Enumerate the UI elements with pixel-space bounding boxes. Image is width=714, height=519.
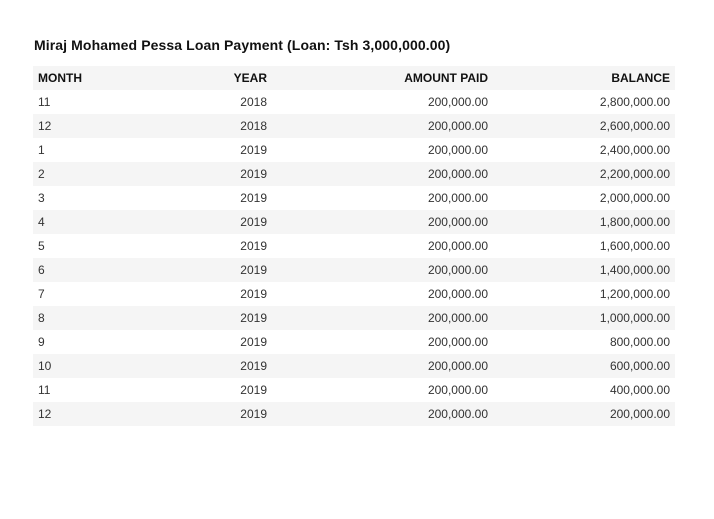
table-body: 11 2018 200,000.00 2,800,000.00 12 2018 200,00…	[33, 90, 675, 426]
cell-month: 8	[38, 311, 45, 325]
table-row: 4 2019 200,000.00 1,800,000.00	[33, 210, 675, 234]
cell-amount-paid: 200,000.00	[427, 143, 488, 157]
cell-year: 2019	[240, 167, 267, 181]
cell-amount-paid: 200,000.00	[427, 167, 488, 181]
cell-year: 2019	[240, 143, 267, 157]
cell-month: 11	[38, 383, 51, 397]
table-row: 12 2018 200,000.00 2,600,000.00	[33, 114, 675, 138]
cell-year: 2019	[240, 191, 267, 205]
table-row: 8 2019 200,000.00 1,000,000.00	[33, 306, 675, 330]
cell-amount-paid: 200,000.00	[427, 119, 488, 133]
cell-balance: 2,000,000.00	[599, 191, 670, 205]
cell-balance: 2,800,000.00	[599, 95, 670, 109]
cell-year: 2019	[240, 359, 267, 373]
cell-balance: 2,200,000.00	[599, 167, 670, 181]
table-row: 7 2019 200,000.00 1,200,000.00	[33, 282, 675, 306]
cell-year: 2018	[240, 95, 267, 109]
cell-month: 10	[38, 359, 52, 373]
cell-month: 6	[38, 263, 45, 277]
cell-balance: 2,400,000.00	[599, 143, 670, 157]
cell-amount-paid: 200,000.00	[427, 335, 488, 349]
cell-year: 2018	[240, 119, 267, 133]
table-row: 11 2019 200,000.00 400,000.00	[33, 378, 675, 402]
cell-amount-paid: 200,000.00	[427, 311, 488, 325]
cell-balance: 600,000.00	[609, 359, 670, 373]
cell-amount-paid: 200,000.00	[427, 359, 488, 373]
cell-amount-paid: 200,000.00	[427, 215, 488, 229]
cell-year: 2019	[240, 287, 267, 301]
table-row: 5 2019 200,000.00 1,600,000.00	[33, 234, 675, 258]
cell-year: 2019	[240, 215, 267, 229]
cell-amount-paid: 200,000.00	[427, 239, 488, 253]
cell-month: 9	[38, 335, 45, 349]
table-row: 9 2019 200,000.00 800,000.00	[33, 330, 675, 354]
column-header-balance: BALANCE	[611, 71, 670, 85]
table-row: 3 2019 200,000.00 2,000,000.00	[33, 186, 675, 210]
cell-balance: 400,000.00	[609, 383, 670, 397]
cell-amount-paid: 200,000.00	[427, 407, 488, 421]
cell-month: 4	[38, 215, 45, 229]
page-title: Miraj Mohamed Pessa Loan Payment (Loan: …	[34, 37, 451, 53]
cell-amount-paid: 200,000.00	[427, 263, 488, 277]
cell-month: 11	[38, 95, 51, 109]
cell-year: 2019	[240, 335, 267, 349]
loan-payment-table: MONTH YEAR AMOUNT PAID BALANCE 11 2018 200…	[33, 66, 675, 426]
cell-balance: 1,600,000.00	[599, 239, 670, 253]
table-row: 1 2019 200,000.00 2,400,000.00	[33, 138, 675, 162]
cell-amount-paid: 200,000.00	[427, 383, 488, 397]
cell-month: 5	[38, 239, 45, 253]
table-row: 10 2019 200,000.00 600,000.00	[33, 354, 675, 378]
cell-month: 12	[38, 407, 52, 421]
cell-month: 3	[38, 191, 45, 205]
table-row: 2 2019 200,000.00 2,200,000.00	[33, 162, 675, 186]
cell-balance: 1,400,000.00	[599, 263, 670, 277]
cell-balance: 1,200,000.00	[599, 287, 670, 301]
cell-year: 2019	[240, 383, 267, 397]
cell-year: 2019	[240, 263, 267, 277]
cell-balance: 1,000,000.00	[599, 311, 670, 325]
cell-amount-paid: 200,000.00	[427, 287, 488, 301]
cell-month: 7	[38, 287, 45, 301]
cell-amount-paid: 200,000.00	[427, 95, 488, 109]
cell-month: 12	[38, 119, 52, 133]
table-row: 12 2019 200,000.00 200,000.00	[33, 402, 675, 426]
table-header-row: MONTH YEAR AMOUNT PAID BALANCE	[33, 66, 675, 90]
table-row: 11 2018 200,000.00 2,800,000.00	[33, 90, 675, 114]
cell-amount-paid: 200,000.00	[427, 191, 488, 205]
cell-balance: 200,000.00	[609, 407, 670, 421]
table-row: 6 2019 200,000.00 1,400,000.00	[33, 258, 675, 282]
cell-month: 2	[38, 167, 45, 181]
cell-year: 2019	[240, 311, 267, 325]
cell-balance: 1,800,000.00	[599, 215, 670, 229]
cell-year: 2019	[240, 407, 267, 421]
cell-balance: 800,000.00	[609, 335, 670, 349]
cell-month: 1	[38, 143, 45, 157]
column-header-month: MONTH	[38, 71, 82, 85]
cell-balance: 2,600,000.00	[599, 119, 670, 133]
column-header-amount-paid: AMOUNT PAID	[404, 71, 488, 85]
cell-year: 2019	[240, 239, 267, 253]
column-header-year: YEAR	[233, 71, 267, 85]
